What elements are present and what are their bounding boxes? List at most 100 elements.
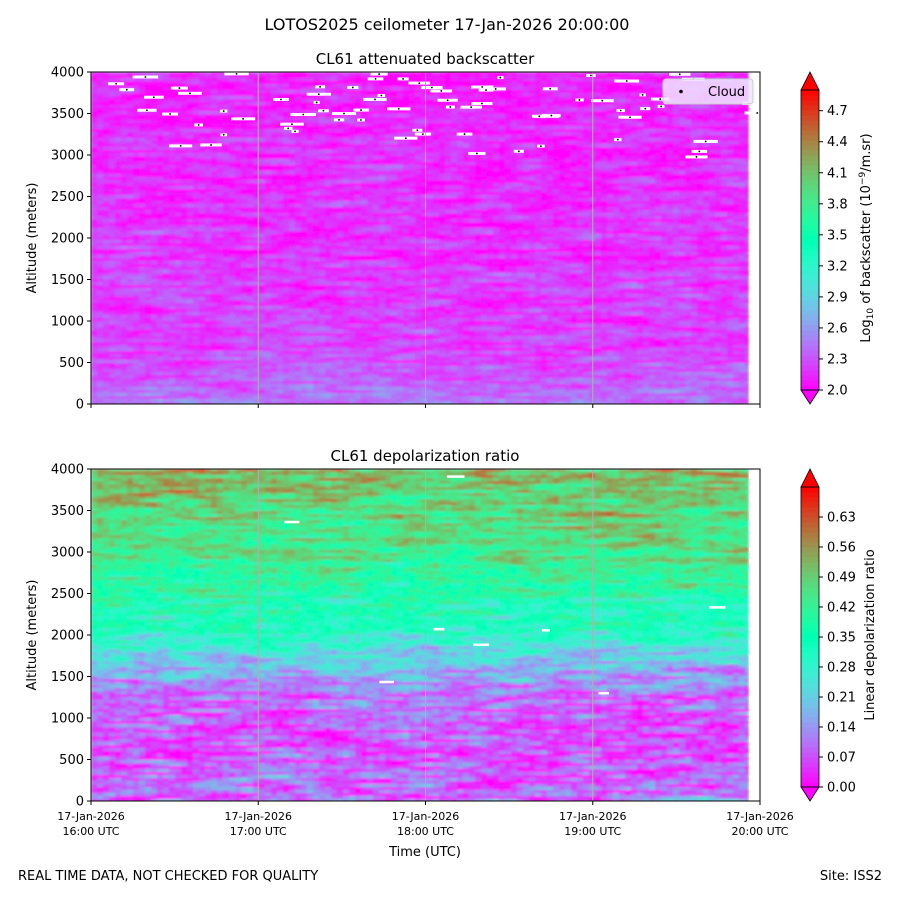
colorbar-tick-label: 0.00: [827, 781, 856, 796]
cloud-marker: [449, 106, 452, 108]
y-tick-label: 4000: [51, 463, 84, 478]
depolarization-title: CL61 depolarization ratio: [331, 447, 520, 465]
y-tick-label: 1500: [51, 273, 84, 288]
cloud-marker: [287, 127, 290, 130]
no-data-speck: [284, 520, 300, 524]
cloud-legend-label: Cloud: [708, 85, 745, 100]
cloud-marker: [189, 92, 191, 95]
cloud-marker: [178, 87, 181, 89]
cloud-marker: [115, 82, 118, 85]
cloud-marker: [402, 78, 404, 80]
colorbar-tick-label: 3.5: [827, 228, 848, 243]
cloud-marker: [351, 86, 354, 89]
cloud-marker: [210, 144, 212, 146]
cloud-marker: [601, 99, 604, 102]
depolarization-gaps: [284, 475, 726, 695]
cloud-marker: [374, 98, 376, 101]
cloud-marker: [616, 138, 619, 141]
colorbar-tick-label: 0.56: [827, 541, 856, 556]
cloud-marker: [144, 76, 147, 78]
cloud-marker: [463, 133, 466, 135]
no-data-speck: [598, 691, 610, 695]
cloud-marker: [578, 99, 581, 101]
depolarization-colorbar: 0.00 0.07 0.14 0.21 0.28 0.35 0.42 0.49 0.56 0.63…: [800, 468, 878, 802]
backscatter-x-axis: [90, 404, 761, 408]
x-tick-label-date: 17-Jan-2026: [559, 810, 627, 823]
cloud-marker: [343, 112, 345, 115]
y-tick-label: 500: [59, 356, 84, 371]
y-tick-label: 1000: [51, 315, 84, 330]
cloud-marker: [431, 86, 433, 89]
cloud-marker: [280, 98, 282, 101]
x-tick-label-date: 17-Jan-2026: [225, 810, 293, 823]
cloud-marker: [660, 105, 662, 108]
cloud-marker: [222, 110, 225, 112]
cloud-marker: [322, 109, 325, 112]
colorbar-tick-label: 4.4: [827, 135, 848, 150]
colorbar-tick-label: 2.0: [827, 384, 848, 399]
cloud-marker: [538, 115, 541, 118]
no-data-speck: [709, 606, 726, 609]
cloud-marker: [315, 101, 318, 104]
y-tick-label: 3000: [51, 149, 84, 164]
colorbar-tick-label: 4.1: [827, 166, 848, 181]
cloud-marker: [294, 130, 296, 133]
y-tick-label: 0: [76, 795, 84, 810]
y-tick-label: 500: [59, 753, 84, 768]
no-data-speck: [433, 627, 445, 631]
backscatter-colorbar-label: Log10 of backscatter (10−9/m.sr): [858, 133, 876, 342]
x-tick-label-time: 19:00 UTC: [564, 825, 621, 838]
no-data-region: [748, 72, 760, 404]
cloud-legend-marker: [679, 89, 683, 94]
y-tick-label: 3500: [51, 107, 84, 122]
x-tick-label-time: 16:00 UTC: [62, 825, 119, 838]
cloud-marker: [179, 144, 182, 147]
cloud-marker: [698, 150, 701, 153]
backscatter-title: CL61 attenuated backscatter: [316, 50, 535, 68]
y-tick-label: 2500: [51, 587, 84, 602]
colorbar-tick-label: 0.63: [827, 511, 856, 526]
colorbar-extend-min: [800, 389, 820, 405]
y-tick-label: 1000: [51, 712, 84, 727]
cloud-marker: [549, 87, 552, 90]
cloud-marker: [378, 73, 381, 75]
cloud-marker: [550, 114, 553, 117]
cloud-marker: [125, 88, 128, 91]
cloud-marker: [222, 133, 225, 136]
colorbar-frame: [800, 89, 820, 391]
depolarization-field: [91, 469, 760, 801]
cloud-marker: [338, 118, 340, 121]
y-tick-label: 2000: [51, 232, 84, 247]
site-label: Site: ISS2: [820, 869, 882, 884]
cloud-marker: [440, 90, 443, 92]
x-tick-label-date: 17-Jan-2026: [57, 810, 125, 823]
y-tick-label: 3500: [51, 504, 84, 519]
cloud-marker: [319, 85, 322, 88]
colorbar-tick-label: 4.7: [827, 104, 848, 119]
no-data-region: [748, 469, 760, 801]
cloud-marker: [499, 76, 502, 79]
colorbar-tick-label: 2.3: [827, 352, 848, 367]
no-data-speck: [541, 629, 550, 632]
y-tick-label: 3000: [51, 546, 84, 561]
colorbar-extend-min: [800, 786, 820, 802]
cloud-marker: [421, 133, 424, 136]
colorbar-tick-label: 0.28: [827, 661, 856, 676]
colorbar-extend-max: [800, 71, 820, 91]
cloud-marker: [302, 113, 305, 116]
depolarization-grid: [257, 469, 594, 801]
no-data-speck: [473, 643, 490, 647]
cloud-marker: [470, 106, 473, 109]
colorbar-tick-label: 2.9: [827, 290, 848, 305]
colorbar-tick-label: 2.6: [827, 321, 848, 336]
quality-disclaimer: REAL TIME DATA, NOT CHECKED FOR QUALITY: [18, 869, 318, 884]
cloud-marker: [481, 102, 483, 105]
cloud-marker: [380, 94, 383, 97]
y-tick-label: 2000: [51, 629, 84, 644]
cloud-marker: [242, 117, 245, 120]
cloud-marker: [152, 96, 155, 99]
x-tick-label-time: 20:00 UTC: [731, 825, 788, 838]
depolarization-y-label: Altitude (meters): [25, 580, 40, 691]
cloud-marker: [145, 109, 148, 112]
